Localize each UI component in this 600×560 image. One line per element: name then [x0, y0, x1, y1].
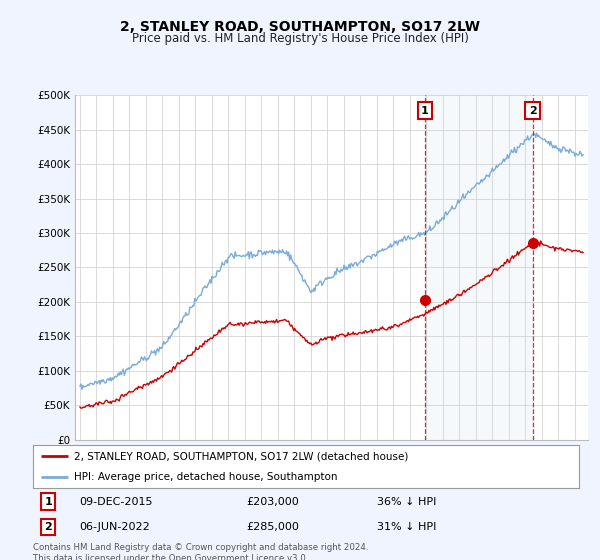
Text: 09-DEC-2015: 09-DEC-2015 — [79, 497, 153, 507]
Text: 2, STANLEY ROAD, SOUTHAMPTON, SO17 2LW: 2, STANLEY ROAD, SOUTHAMPTON, SO17 2LW — [120, 20, 480, 34]
Text: 2: 2 — [529, 106, 536, 116]
Text: 2: 2 — [44, 522, 52, 532]
Text: 2, STANLEY ROAD, SOUTHAMPTON, SO17 2LW (detached house): 2, STANLEY ROAD, SOUTHAMPTON, SO17 2LW (… — [74, 451, 409, 461]
Text: Price paid vs. HM Land Registry's House Price Index (HPI): Price paid vs. HM Land Registry's House … — [131, 31, 469, 45]
Text: 36% ↓ HPI: 36% ↓ HPI — [377, 497, 436, 507]
Text: HPI: Average price, detached house, Southampton: HPI: Average price, detached house, Sout… — [74, 472, 337, 482]
Text: 31% ↓ HPI: 31% ↓ HPI — [377, 522, 436, 532]
Bar — [425, 95, 533, 440]
Text: Contains HM Land Registry data © Crown copyright and database right 2024.
This d: Contains HM Land Registry data © Crown c… — [33, 543, 368, 560]
Text: 06-JUN-2022: 06-JUN-2022 — [79, 522, 150, 532]
Text: £285,000: £285,000 — [246, 522, 299, 532]
Text: 1: 1 — [44, 497, 52, 507]
Text: £203,000: £203,000 — [246, 497, 299, 507]
Text: 1: 1 — [421, 106, 429, 116]
